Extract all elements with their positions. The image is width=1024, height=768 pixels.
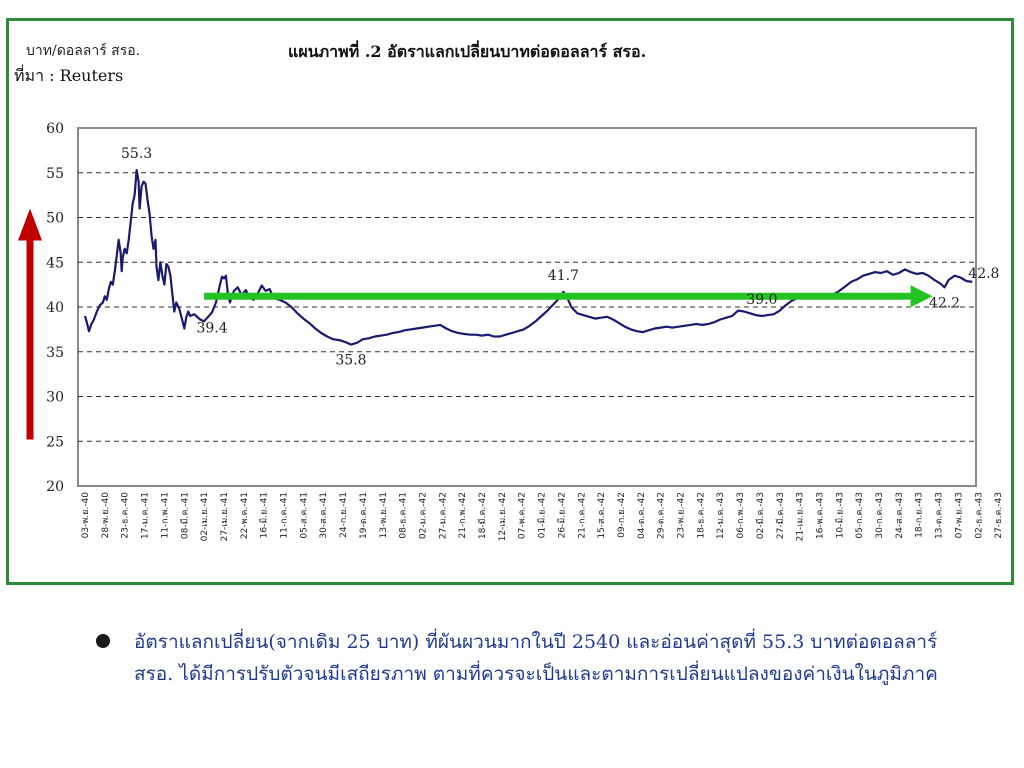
x-tick-label: 23-ธ.ค.-40 [121,492,131,539]
y-tick-label: 60 [46,121,64,137]
y-tick-label: 50 [46,211,64,227]
x-tick-label: 16-พ.ค.-43 [815,492,825,539]
x-tick-label: 30-ส.ค.-41 [319,492,329,539]
x-tick-label: 19-ต.ค.-41 [359,492,369,539]
y-tick-label: 25 [46,434,64,450]
data-label: 35.8 [335,353,366,369]
arrows [18,208,933,440]
x-tick-label: 13-ต.ค.-43 [935,492,945,539]
x-tick-label: 11-ก.พ.-41 [160,492,170,539]
x-tick-label: 27-ม.ค.-42 [438,492,448,539]
x-tick-label: 24-ก.ย.-41 [339,492,349,538]
y-axis: 20 25 30 35 40 45 50 55 60 [46,121,64,495]
x-tick-label: 07-พ.ย.-43 [954,492,964,538]
chart-title: แผนภาพที่ .2 อัตราแลกเปลี่ยนบาทต่อดอลลาร… [288,42,647,61]
x-tick-label: 07-พ.ค.-42 [518,492,528,539]
y-tick-label: 45 [46,255,64,271]
x-tick-label: 08-มี.ค.-41 [179,492,190,539]
x-tick-label: 04-ต.ค.-42 [637,492,647,539]
x-tick-label: 09-ก.ย.-42 [617,492,627,538]
data-label: 55.3 [121,146,152,162]
x-tick-label: 06-ก.พ.-43 [736,492,746,539]
x-tick-label: 16-มิ.ย.-41 [259,492,270,538]
data-labels: 55.3 39.4 35.8 41.7 39.0 42.2 42.8 [121,146,999,369]
source-label: ที่มา : Reuters [14,66,124,85]
x-tick-label: 02-ม.ค.-42 [418,492,428,539]
x-tick-label: 02-มี.ค.-43 [755,492,766,539]
x-tick-label: 22-พ.ค.-41 [240,492,250,539]
plot-area [77,127,977,487]
x-tick-label: 27-ธ.ค.-43 [994,492,1004,539]
x-tick-label: 29-ต.ค.-42 [657,492,667,539]
data-label: 42.8 [968,266,999,282]
x-tick-label: 05-ส.ค.-41 [299,492,309,539]
data-label: 39.0 [746,292,777,308]
y-tick-label: 55 [46,166,64,182]
x-tick-label: 01-มิ.ย.-42 [537,492,548,538]
x-tick-label: 18-มี.ค.-42 [477,492,488,539]
x-tick-label: 27-เม.ย.-41 [220,492,230,541]
x-tick-label: 05-ก.ค.-43 [855,492,865,539]
x-tick-label: 10-มิ.ย.-43 [834,492,845,538]
x-tick-label: 18-ก.ย.-43 [915,492,925,538]
data-label: 42.2 [929,295,960,311]
y-tick-label: 40 [46,300,64,316]
x-tick-label: 27-มี.ค.-43 [775,492,786,539]
x-tick-label: 12-เม.ย.-42 [498,492,508,541]
x-tick-label: 23-พ.ย.-42 [677,492,687,538]
grid-lines [78,172,976,442]
x-tick-label: 28-พ.ย.-40 [101,492,111,539]
x-tick-label: 02-ธ.ค.-43 [974,492,984,539]
x-tick-label: 12-ม.ค.-43 [716,492,726,539]
series-line [83,169,973,346]
data-label: 39.4 [196,320,227,336]
bullet-dot [96,634,110,648]
x-tick-label: 02-เม.ย.-41 [200,492,210,541]
x-tick-label: 21-เม.ย.-43 [796,492,806,541]
x-tick-label: 11-ก.ค.-41 [280,492,290,539]
x-tick-label: 30-ก.ค.-43 [875,492,885,539]
unit-label: บาท/ดอลลาร์ สรอ. [26,43,141,59]
y-tick-label: 30 [46,390,64,406]
data-label: 41.7 [548,268,579,284]
y-tick-label: 20 [46,479,64,495]
red-up-arrow-head [18,208,42,241]
x-tick-label: 21-ก.พ.-42 [458,492,468,539]
x-tick-label: 15-ส.ค.-42 [597,492,607,539]
x-tick-label: 03-พ.ย.-40 [81,492,91,539]
y-tick-label: 35 [46,345,64,361]
x-tick-label: 18-ธ.ค.-42 [696,492,706,539]
x-axis: 03-พ.ย.-40 28-พ.ย.-40 23-ธ.ค.-40 17-ม.ค.-41… [81,492,1004,542]
x-tick-label: 26-มิ.ย.-42 [556,492,567,538]
bullet-text: อัตราแลกเปลี่ยน(จากเดิม 25 บาท) ที่ผันผว… [134,631,938,685]
exchange-rate-chart: 20 25 30 35 40 45 50 55 60 03-พ.ย.-40 28-พ.ย.-40 2… [18,121,1004,542]
x-tick-label: 17-ม.ค.-41 [141,492,151,539]
green-right-arrow-head [910,285,933,308]
x-tick-label: 13-พ.ย.-41 [379,492,389,538]
x-tick-label: 24-ส.ค.-43 [895,492,905,539]
x-tick-label: 08-ธ.ค.-41 [399,492,409,539]
x-tick-label: 21-ก.ค.-42 [577,492,587,539]
